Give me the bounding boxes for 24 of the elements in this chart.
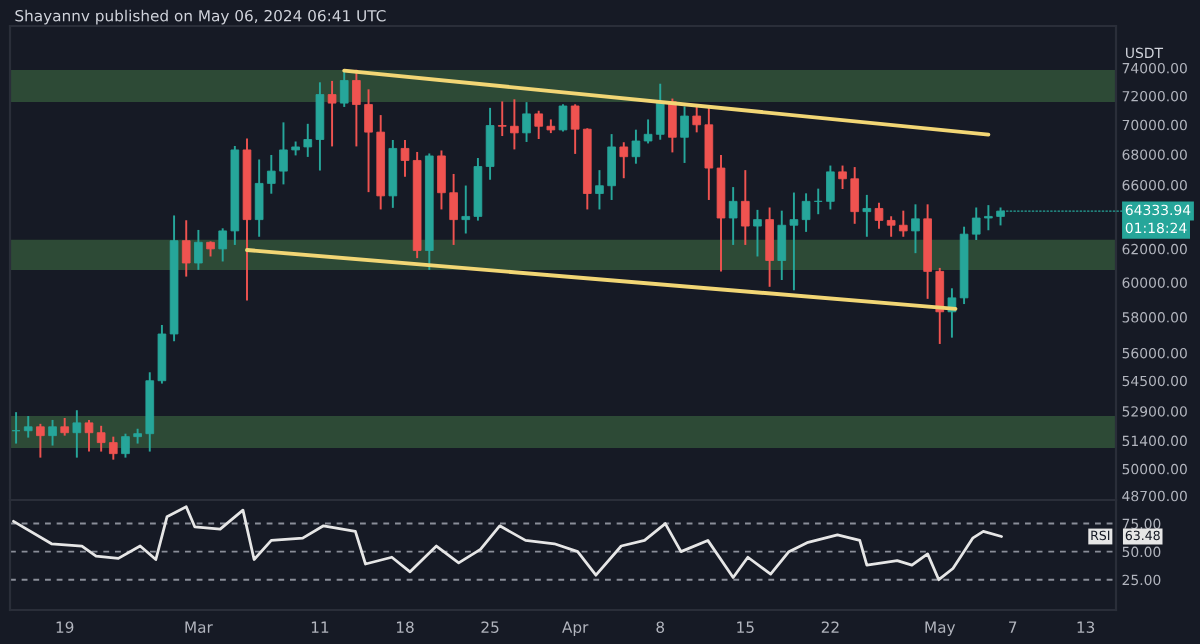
candlestick [668, 98, 677, 153]
candlestick [36, 423, 45, 458]
candlestick [339, 71, 349, 107]
candlestick [48, 419, 57, 446]
candlestick [765, 207, 774, 287]
candlestick [388, 140, 398, 208]
candlestick [72, 410, 82, 458]
candlestick [619, 142, 629, 179]
candlestick [911, 204, 920, 254]
candlestick [181, 220, 191, 277]
candlestick [680, 106, 689, 163]
candlestick [728, 187, 738, 245]
candlestick [194, 229, 203, 270]
candlestick [522, 102, 531, 142]
candlestick [485, 107, 495, 180]
candlestick [753, 209, 762, 257]
line-series [12, 505, 1003, 582]
candlestick [23, 416, 33, 438]
candlestick [862, 194, 872, 237]
candlestick [631, 129, 641, 164]
candlestick [327, 80, 337, 147]
candlestick [558, 104, 568, 132]
candlestick [741, 170, 750, 245]
candlestick [826, 165, 835, 210]
